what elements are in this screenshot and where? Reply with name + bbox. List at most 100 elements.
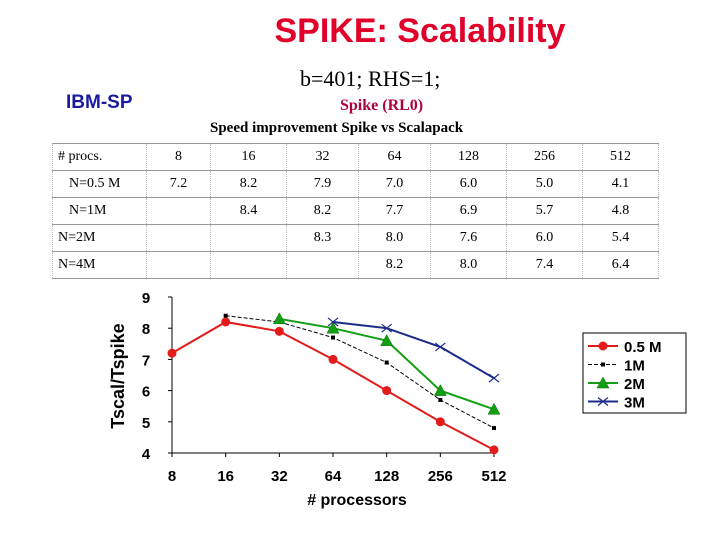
table-cell: 6.0	[430, 170, 507, 198]
series-3m	[327, 317, 500, 383]
series-1m	[223, 313, 496, 431]
y-tick-label: 8	[142, 321, 150, 338]
series-line	[171, 320, 495, 451]
legend-marker	[597, 397, 609, 406]
series-0.5m	[167, 317, 499, 455]
legend-label: 2M	[624, 376, 645, 393]
data-point	[167, 348, 177, 358]
data-point	[487, 402, 501, 415]
table-row: N=2M 8.3 8.0 7.6 6.0 5.4	[52, 224, 659, 252]
circle-marker	[167, 348, 177, 358]
table-cell	[210, 251, 287, 279]
y-tick-label: 5	[142, 415, 150, 432]
data-point	[435, 417, 445, 427]
column-header: 128	[430, 143, 507, 171]
series-line	[332, 320, 495, 379]
x-marker-stroke	[597, 397, 609, 406]
row-label: N=0.5 M	[52, 170, 147, 198]
slide-title: SPIKE: Scalability	[274, 12, 566, 50]
x-marker-stroke	[381, 323, 393, 333]
table-cell: 5.0	[506, 170, 583, 198]
machine-label: IBM-SP	[66, 92, 133, 113]
data-point	[380, 334, 394, 346]
triangle-marker	[596, 376, 610, 389]
data-point	[327, 317, 339, 327]
legend-marker	[598, 341, 608, 351]
column-header: 512	[582, 143, 659, 171]
data-point	[272, 312, 286, 325]
circle-marker	[274, 326, 284, 336]
circle-marker	[221, 317, 231, 327]
table-subtitle: Spike (RL0)	[340, 97, 424, 114]
x-tick-label: 128	[374, 468, 399, 485]
data-point	[489, 445, 499, 455]
table-cell: 7.6	[430, 224, 507, 252]
speedup-table: # procs. 8 16 32 64 128 256 512 N=0.5 M …	[52, 143, 659, 279]
row-label: N=4M	[52, 251, 147, 279]
table-cell	[146, 224, 211, 252]
data-point	[274, 326, 284, 336]
data-point	[382, 386, 392, 396]
legend-item: 3M	[588, 395, 645, 412]
x-tick-label: 8	[168, 468, 176, 485]
circle-marker	[489, 445, 499, 455]
table-cell	[146, 251, 211, 279]
legend-label: 3M	[624, 395, 645, 412]
column-header: 64	[358, 143, 431, 171]
x-tick-label: 16	[217, 468, 234, 485]
x-tick-label: 32	[271, 468, 288, 485]
x-tick-label: 256	[428, 468, 453, 485]
data-point	[328, 354, 338, 364]
y-tick-label: 4	[142, 446, 151, 463]
table-cell: 8.3	[286, 224, 359, 252]
square-marker	[331, 335, 335, 340]
triangle-marker	[272, 312, 286, 325]
table-cell: 7.9	[286, 170, 359, 198]
legend-item: 2M	[588, 376, 645, 393]
triangle-marker	[433, 384, 447, 396]
data-point	[492, 426, 496, 431]
data-point	[433, 384, 447, 396]
data-point	[434, 342, 446, 352]
data-point	[381, 323, 393, 333]
square-marker	[492, 426, 496, 431]
x-marker-stroke	[327, 317, 339, 327]
square-marker	[438, 397, 443, 402]
column-header: 16	[210, 143, 287, 171]
circle-marker	[598, 341, 608, 351]
x-marker-stroke	[488, 373, 500, 383]
table-row: N=4M 8.2 8.0 7.4 6.4	[52, 251, 659, 279]
legend-item: 1M	[588, 358, 645, 375]
table-cell: 8.0	[358, 224, 431, 252]
parameters-text: b=401; RHS=1;	[300, 66, 441, 91]
x-axis-label: # processors	[307, 492, 407, 509]
y-tick-label: 9	[142, 290, 150, 307]
x-marker-stroke	[434, 342, 446, 352]
square-marker	[384, 360, 389, 365]
triangle-marker	[487, 402, 501, 415]
data-point	[384, 360, 389, 365]
table-cell	[286, 251, 359, 279]
series-line	[225, 315, 495, 429]
legend-label: 0.5 M	[624, 339, 662, 356]
circle-marker	[435, 417, 445, 427]
x-tick-label: 512	[481, 468, 506, 485]
table-cell: 8.4	[210, 197, 287, 225]
triangle-marker	[326, 321, 340, 334]
triangle-marker	[380, 334, 394, 346]
y-tick-label: 7	[142, 352, 150, 369]
table-cell: 7.7	[358, 197, 431, 225]
data-point	[438, 397, 443, 402]
table-cell: 6.4	[582, 251, 659, 279]
data-point	[326, 321, 340, 334]
column-header: 256	[506, 143, 583, 171]
legend-marker	[601, 362, 605, 367]
legend-marker	[596, 376, 610, 389]
table-header-row: # procs. 8 16 32 64 128 256 512	[52, 143, 659, 171]
table-row: N=0.5 M 7.2 8.2 7.9 7.0 6.0 5.0 4.1	[52, 170, 659, 198]
square-marker	[223, 313, 228, 318]
y-axis-label: Tscal/Tspike	[108, 323, 128, 428]
legend-item: 0.5 M	[588, 339, 662, 356]
